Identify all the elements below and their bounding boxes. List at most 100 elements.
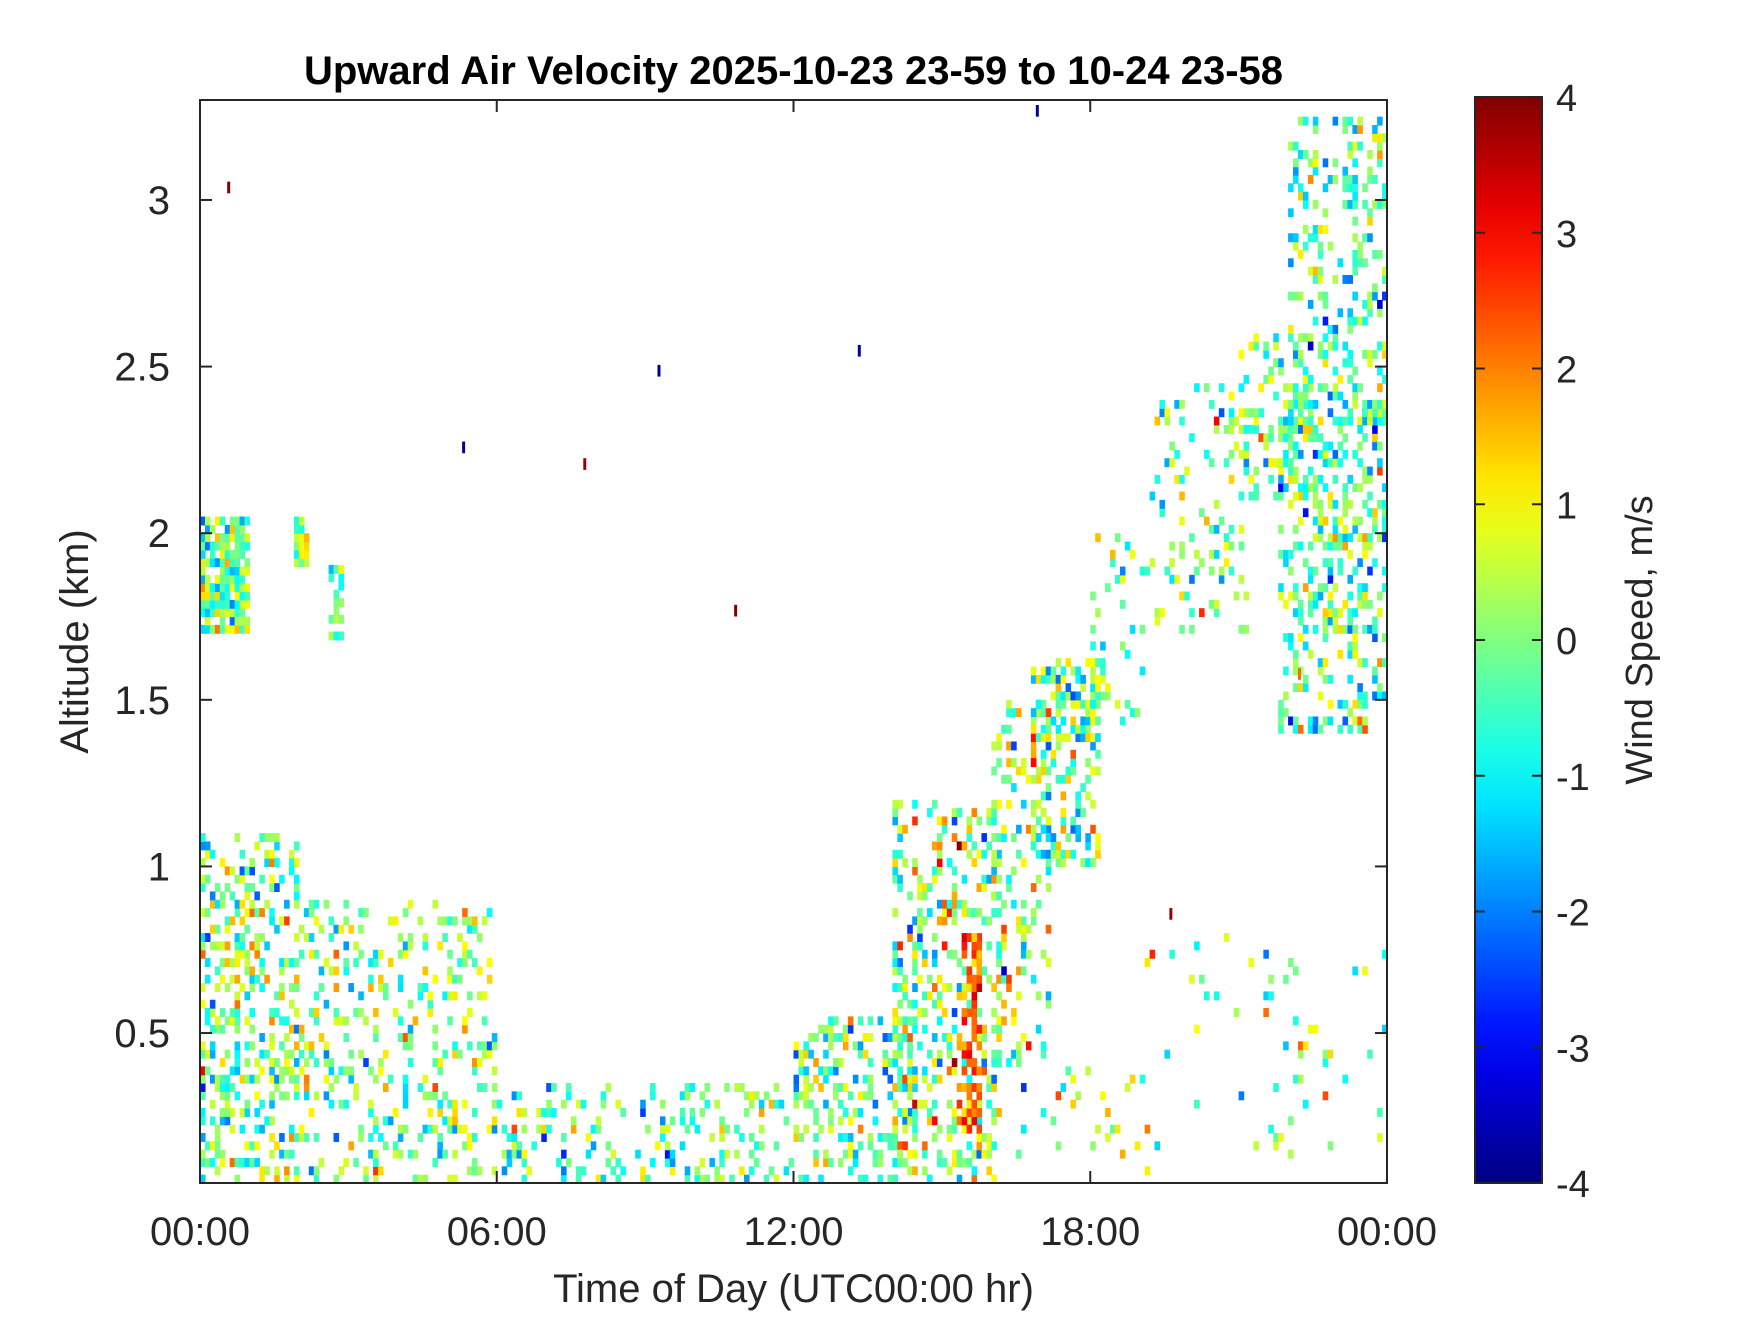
heatmap-cell: [1090, 699, 1096, 709]
heatmap-cell: [387, 1074, 394, 1084]
heatmap-cell: [496, 1099, 503, 1109]
heatmap-cell: [1322, 658, 1329, 668]
heatmap-cell: [204, 574, 211, 584]
heatmap-cell: [1347, 416, 1353, 426]
heatmap-cell: [838, 1033, 844, 1042]
heatmap-cell: [976, 958, 983, 967]
heatmap-cell: [729, 1174, 735, 1184]
heatmap-cell: [1228, 408, 1235, 418]
heatmap-cell: [1367, 508, 1373, 518]
heatmap-cell: [1337, 608, 1344, 618]
heatmap-cell: [1317, 666, 1324, 676]
heatmap-cell: [1347, 116, 1353, 126]
heatmap-cell: [1085, 758, 1091, 768]
heatmap-cell: [655, 1141, 661, 1151]
heatmap-cell: [338, 924, 345, 934]
heatmap-cell: [437, 1066, 443, 1076]
heatmap-cell: [308, 899, 315, 909]
heatmap-cell: [1322, 183, 1329, 193]
heatmap-cell: [1095, 733, 1101, 743]
heatmap-cell: [1357, 683, 1363, 693]
heatmap-cell: [1070, 716, 1077, 726]
heatmap-cell: [1382, 583, 1388, 593]
heatmap-cell: [857, 1016, 864, 1026]
heatmap-cell: [833, 1066, 839, 1076]
heatmap-cell: [1278, 724, 1284, 734]
heatmap-cell: [897, 941, 903, 951]
heatmap-cell: [279, 874, 285, 884]
heatmap-cell: [991, 849, 997, 859]
heatmap-cell: [289, 1066, 295, 1076]
heatmap-cell: [1080, 733, 1086, 743]
heatmap-cell: [753, 1091, 760, 1101]
heatmap-cell: [813, 1058, 819, 1067]
heatmap-cell: [1273, 341, 1279, 351]
heatmap-cell: [1367, 399, 1373, 409]
heatmap-cell: [1357, 716, 1363, 726]
heatmap-cell: [1040, 766, 1047, 776]
heatmap-cell: [793, 1133, 800, 1142]
heatmap-cell: [1367, 474, 1373, 484]
heatmap-cell: [462, 1016, 468, 1026]
heatmap-cell: [753, 1158, 760, 1167]
heatmap-cell: [200, 574, 206, 584]
heatmap-cell: [1139, 666, 1146, 676]
heatmap-cell: [966, 816, 973, 826]
heatmap-cell: [857, 344, 861, 357]
heatmap-cell: [284, 1174, 290, 1184]
heatmap-cell: [966, 1099, 973, 1109]
heatmap-cell: [1025, 949, 1032, 959]
heatmap-cell: [1070, 724, 1077, 734]
heatmap-cell: [259, 1099, 265, 1109]
heatmap-cell: [1293, 466, 1299, 476]
heatmap-cell: [1208, 549, 1215, 559]
heatmap-cell: [1312, 724, 1319, 734]
heatmap-cell: [1307, 233, 1314, 243]
heatmap-cell: [842, 1041, 849, 1051]
heatmap-cell: [1382, 533, 1388, 543]
heatmap-cell: [279, 983, 285, 992]
heatmap-cell: [274, 1166, 280, 1176]
heatmap-cell: [1317, 449, 1324, 459]
heatmap-cell: [1174, 574, 1180, 584]
heatmap-cell: [239, 1158, 246, 1167]
heatmap-cell: [491, 1041, 498, 1051]
heatmap-cell: [1302, 191, 1309, 201]
heatmap-cell: [363, 1016, 369, 1026]
heatmap-cell: [313, 1008, 320, 1017]
heatmap-cell: [1293, 449, 1299, 459]
heatmap-cell: [462, 908, 468, 918]
heatmap-cell: [941, 916, 948, 926]
heatmap-cell: [1218, 408, 1225, 418]
heatmap-cell: [1337, 516, 1344, 526]
heatmap-cell: [303, 1133, 310, 1142]
heatmap-cell: [1382, 199, 1388, 209]
heatmap-cell: [1322, 291, 1329, 301]
heatmap-cell: [719, 1116, 725, 1126]
heatmap-cell: [902, 1074, 908, 1084]
heatmap-cell: [1060, 716, 1067, 726]
heatmap-cell: [936, 1124, 943, 1134]
heatmap-cell: [214, 1141, 221, 1151]
heatmap-cell: [491, 1033, 498, 1042]
heatmap-cell: [1006, 799, 1012, 809]
heatmap-cell: [452, 1099, 458, 1109]
heatmap-cell: [1297, 724, 1304, 734]
heatmap-cell: [1006, 724, 1012, 734]
heatmap-cell: [1382, 399, 1388, 409]
heatmap-cell: [214, 591, 221, 601]
heatmap-cell: [1208, 599, 1215, 609]
heatmap-cell: [1238, 383, 1245, 393]
heatmap-cell: [1293, 441, 1299, 451]
heatmap-cell: [204, 624, 211, 634]
heatmap-cell: [867, 1141, 874, 1151]
heatmap-cell: [1164, 416, 1170, 426]
heatmap-cell: [1218, 383, 1225, 393]
heatmap-cell: [1030, 841, 1037, 851]
heatmap-cell: [249, 1024, 256, 1034]
heatmap-cell: [1307, 608, 1314, 618]
heatmap-cell: [976, 1008, 983, 1017]
heatmap-cell: [956, 1149, 963, 1159]
heatmap-cell: [1030, 674, 1037, 684]
heatmap-cell: [1263, 349, 1269, 359]
